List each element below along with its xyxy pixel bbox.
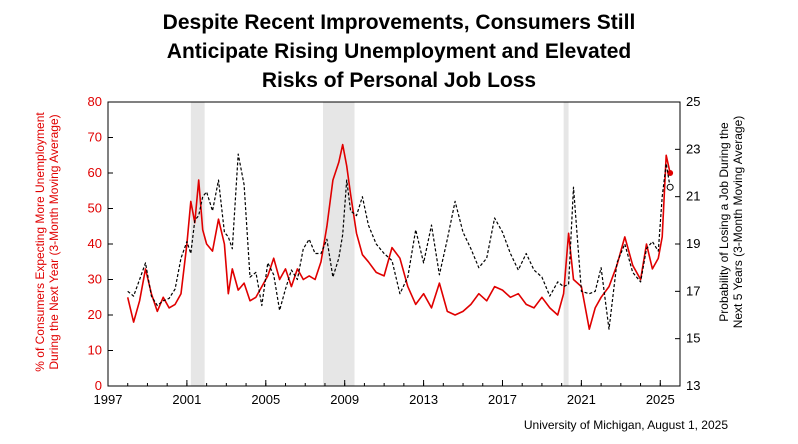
x-tick-label: 2001	[172, 392, 201, 407]
y-right-tick-label: 25	[686, 94, 700, 109]
x-tick-label: 2013	[409, 392, 438, 407]
x-tick-label: 2021	[567, 392, 596, 407]
x-tick-label: 2017	[488, 392, 517, 407]
series-1-end-point	[667, 170, 674, 176]
y-left-tick-label: 70	[88, 130, 102, 145]
x-tick-label: 2005	[251, 392, 280, 407]
y-right-tick-label: 13	[686, 378, 700, 393]
source-note: University of Michigan, August 1, 2025	[523, 418, 728, 432]
y-left-tick-label: 20	[88, 307, 102, 322]
x-tick-label: 2009	[330, 392, 359, 407]
y-axis-right-label-line-1: Probability of Losing a Job During the	[717, 122, 731, 322]
y-right-tick-label: 15	[686, 331, 700, 346]
y-left-tick-label: 40	[88, 236, 102, 251]
series-2-end-point	[666, 183, 674, 191]
chart-title-line-3: Risks of Personal Job Loss	[261, 69, 537, 92]
y-right-tick-label: 21	[686, 189, 700, 204]
y-axis-right-label: Probability of Losing a Job During the N…	[717, 116, 745, 329]
series-1-line	[126, 143, 671, 331]
x-tick-label: 2025	[646, 392, 675, 407]
recession-band-1	[190, 102, 205, 386]
recession-bands	[190, 102, 569, 386]
y-right-tick-label: 19	[686, 236, 700, 251]
y-left-tick-label: 50	[88, 201, 102, 216]
y-axis-left-label-line-2: During the Next Year (3-Month Moving Ave…	[47, 114, 61, 369]
y-left-tick-label: 60	[88, 165, 102, 180]
y-left-tick-label: 10	[88, 343, 102, 358]
chart-title-line-1: Despite Recent Improvements, Consumers S…	[162, 11, 636, 34]
chart-title: Despite Recent Improvements, Consumers S…	[0, 8, 798, 95]
y-axis-left-label: % of Consumers Expecting More Unemployme…	[33, 112, 61, 372]
chart-title-line-2: Anticipate Rising Unemployment and Eleva…	[166, 40, 632, 63]
y-axis-right-label-line-2: Next 5 Years (3-Month Moving Average)	[731, 116, 745, 329]
y-left-tick-label: 30	[88, 272, 102, 287]
axes: 0 10 20 30 40 50 60 70 80 13 15 17 19 21 23 25 1997 2001 2…	[88, 94, 701, 407]
recession-band-3	[563, 102, 569, 386]
y-left-tick-label: 0	[95, 378, 102, 393]
x-tick-label: 1997	[94, 392, 123, 407]
y-right-tick-label: 17	[686, 283, 700, 298]
y-left-tick-label: 80	[88, 94, 102, 109]
series-2-line	[127, 153, 671, 330]
y-right-tick-label: 23	[686, 141, 700, 156]
y-axis-left-label-line-1: % of Consumers Expecting More Unemployme…	[33, 112, 47, 372]
series-lines	[126, 143, 674, 331]
